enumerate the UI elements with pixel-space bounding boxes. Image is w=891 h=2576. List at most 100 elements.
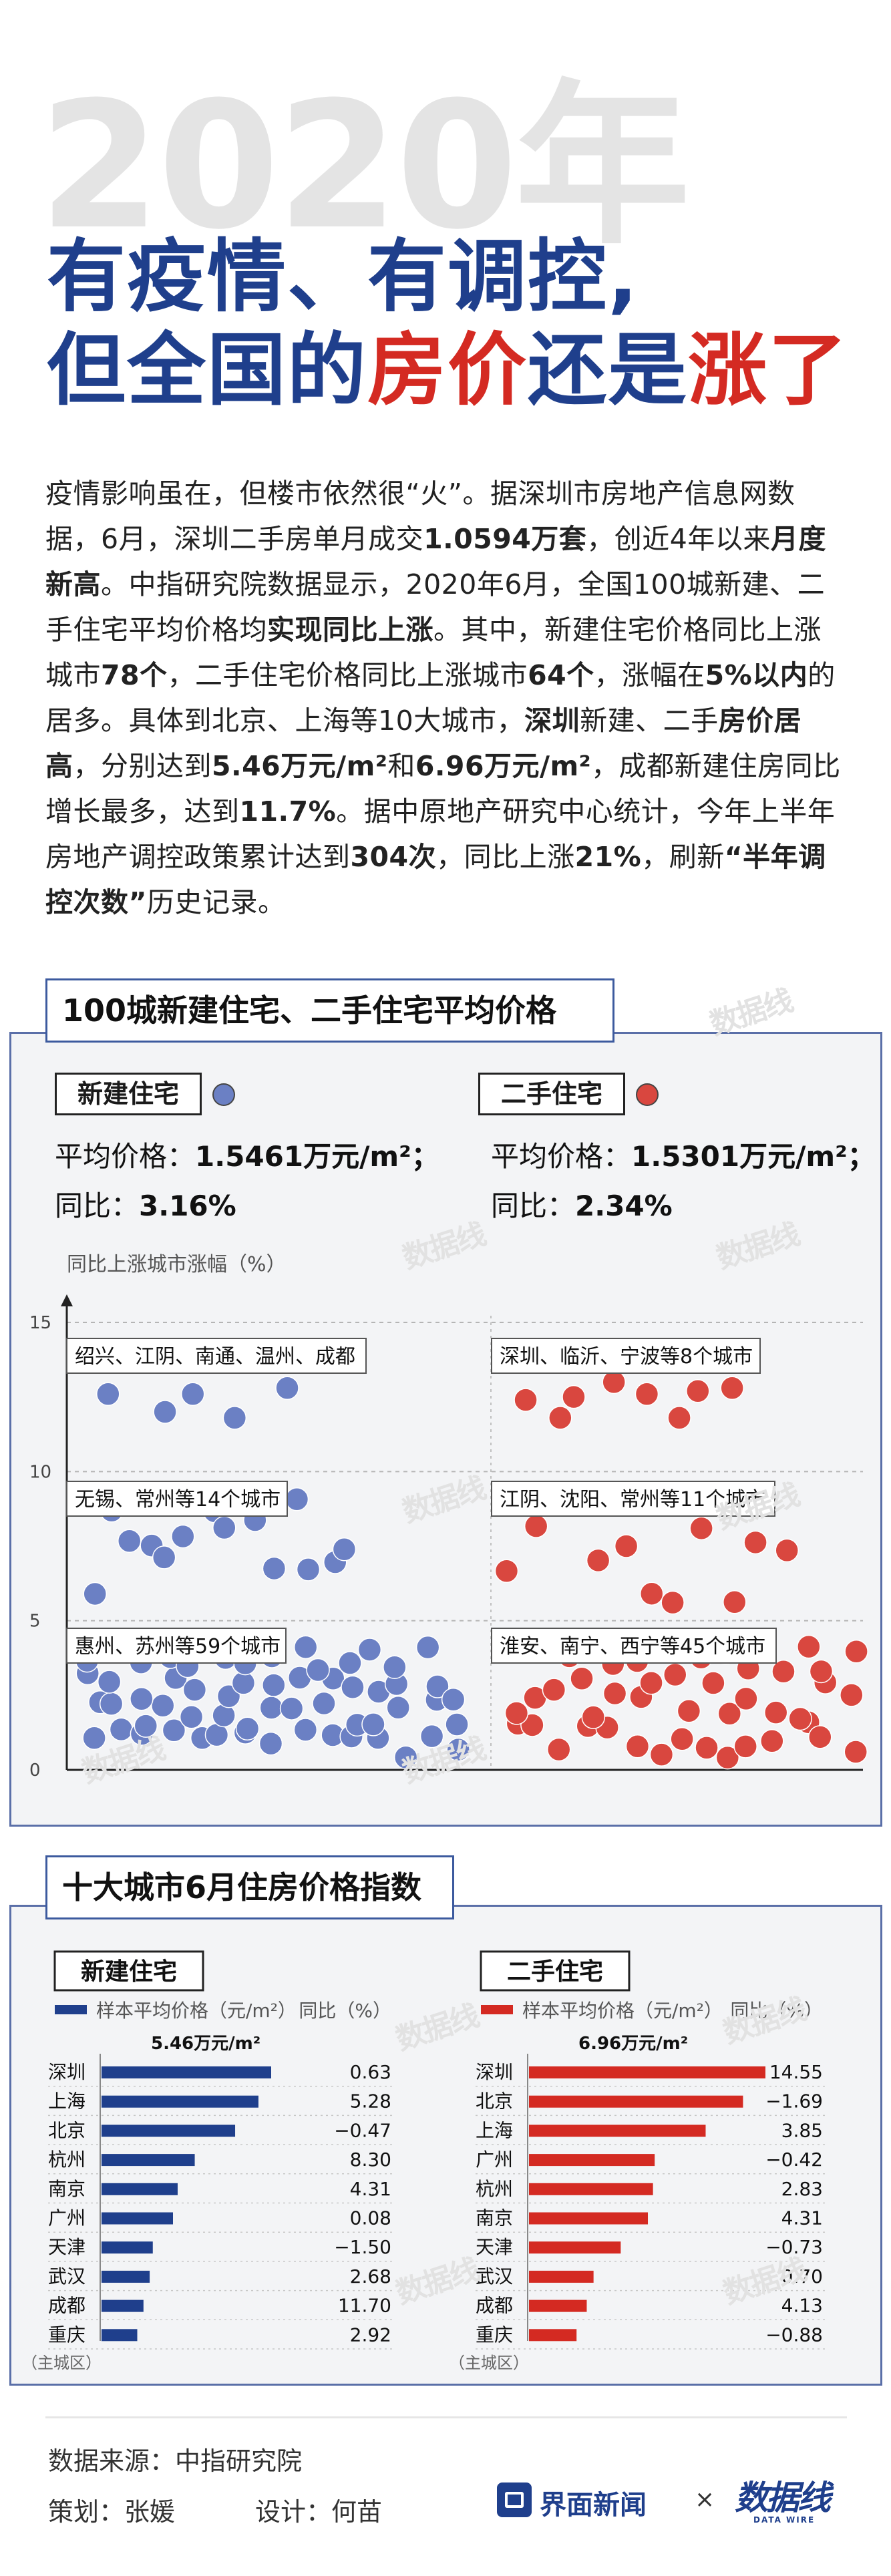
data-point: [357, 1638, 382, 1662]
intro-highlight: 64个: [528, 659, 594, 691]
data-point: [743, 1530, 767, 1555]
data-point: [667, 1406, 691, 1430]
intro-text: ，分别达到: [73, 750, 212, 782]
intro-highlight: “半年调控次数”: [45, 841, 826, 918]
category-label: 上海: [48, 2090, 85, 2112]
data-point: [639, 1671, 663, 1695]
data-point: [695, 1736, 719, 1760]
category-label: 北京: [48, 2119, 85, 2141]
data-point: [844, 1740, 868, 1764]
data-point: [445, 1712, 469, 1736]
brand-datawire-sub: DATA WIRE: [753, 2515, 816, 2525]
data-point: [686, 1378, 710, 1403]
data-point: [222, 1406, 247, 1430]
yoy-header: 同比（%）: [730, 2000, 823, 2022]
intro-text: ，二手住宅价格同比上涨城市: [167, 659, 528, 691]
data-point: [614, 1534, 639, 1558]
y-tick-label: 0: [29, 1761, 41, 1781]
data-point: [293, 1718, 318, 1742]
yoy-value: 2.83: [781, 2178, 823, 2200]
category-label: 天津: [48, 2236, 85, 2258]
category-label: 深圳: [48, 2061, 85, 2083]
category-label: 成都: [476, 2295, 513, 2317]
legend-label: 样本平均价格（元/m²）: [96, 2000, 297, 2022]
area-note: （主城区）: [21, 2354, 102, 2372]
data-point: [570, 1666, 594, 1691]
data-point: [763, 1700, 788, 1724]
intro-text: 和: [387, 750, 415, 782]
category-label: 成都: [48, 2295, 85, 2317]
top-annotation: 6.96万元/m²: [578, 2034, 688, 2054]
bar: [102, 2241, 153, 2254]
legend-dot-blue: [212, 1083, 235, 1106]
intro-highlight: 11.7%: [239, 795, 337, 827]
legend-new-housing: 新建住宅: [55, 1073, 202, 1115]
data-point: [332, 1537, 357, 1561]
data-point: [640, 1582, 664, 1606]
bar: [102, 2154, 195, 2167]
data-point: [546, 1737, 571, 1762]
intro-text: 的居多。具体到北京、上海等10大城市，: [45, 659, 836, 737]
data-point: [419, 1724, 444, 1749]
data-point: [180, 1382, 205, 1406]
new-avg-price: 平均价格：1.5461万元/m²；: [55, 1140, 439, 1173]
data-point: [96, 1382, 120, 1406]
data-point: [235, 1716, 260, 1741]
data-point: [677, 1699, 701, 1723]
bar: [102, 2095, 258, 2108]
data-point: [734, 1686, 758, 1711]
yoy-value: −0.42: [765, 2149, 823, 2171]
intro-text: 。据中原地产研究中心统计，今年上半年房地产调控政策累计达到: [45, 795, 836, 873]
data-point: [134, 1714, 158, 1738]
data-point: [514, 1388, 538, 1412]
group-label-box: [491, 1628, 777, 1664]
data-point: [797, 1634, 821, 1659]
data-point: [182, 1678, 207, 1702]
data-point: [635, 1382, 659, 1406]
data-point: [386, 1696, 410, 1720]
yoy-value: 2.68: [350, 2265, 391, 2287]
data-point: [771, 1659, 795, 1684]
data-point: [393, 1745, 418, 1769]
group-label-box: [491, 1338, 761, 1374]
data-point: [775, 1538, 799, 1563]
yoy-value: −0.73: [765, 2236, 823, 2258]
bar: [102, 2212, 173, 2225]
bar: [529, 2066, 765, 2078]
brand-jiemian: 界面新闻: [540, 2490, 647, 2521]
category-label: 武汉: [48, 2265, 85, 2287]
intro-text: ，创近4年以来: [586, 523, 771, 555]
data-point: [717, 1701, 742, 1726]
legend-swatch: [481, 2005, 513, 2014]
y-axis-arrow: [61, 1294, 73, 1306]
headline-part-c: 还是: [528, 324, 689, 416]
bar: [529, 2095, 743, 2108]
bar: [529, 2270, 594, 2283]
data-point: [415, 1635, 440, 1660]
bar-title: 二手住宅: [507, 1958, 603, 1986]
bar-title: 新建住宅: [81, 1958, 177, 1986]
data-point: [649, 1742, 674, 1767]
top-annotation: 5.46万元/m²: [151, 2034, 260, 2054]
headline-part-b: 房价: [367, 324, 528, 416]
data-point: [361, 1712, 385, 1736]
data-point: [586, 1548, 610, 1573]
brand-datawire-logo: 数据线: [735, 2478, 831, 2517]
intro-highlight: 1.0594万套: [423, 523, 587, 555]
category-label: 杭州: [476, 2178, 513, 2200]
yoy-value: −1.69: [765, 2090, 823, 2112]
data-point: [312, 1691, 336, 1716]
yoy-value: 4.13: [781, 2295, 823, 2317]
bar-title-box: [480, 1950, 631, 1992]
y-tick-label: 5: [29, 1612, 41, 1632]
jiemian-logo-icon: [497, 2482, 532, 2517]
data-point: [760, 1729, 784, 1753]
data-point: [306, 1658, 330, 1682]
footer-designer: 设计：何苗: [255, 2497, 383, 2527]
bar: [529, 2183, 653, 2195]
data-point: [171, 1524, 195, 1549]
used-avg-price: 平均价格：1.5301万元/m²；: [491, 1140, 876, 1173]
yoy-value: 5.28: [350, 2090, 391, 2112]
data-point: [701, 1671, 725, 1695]
